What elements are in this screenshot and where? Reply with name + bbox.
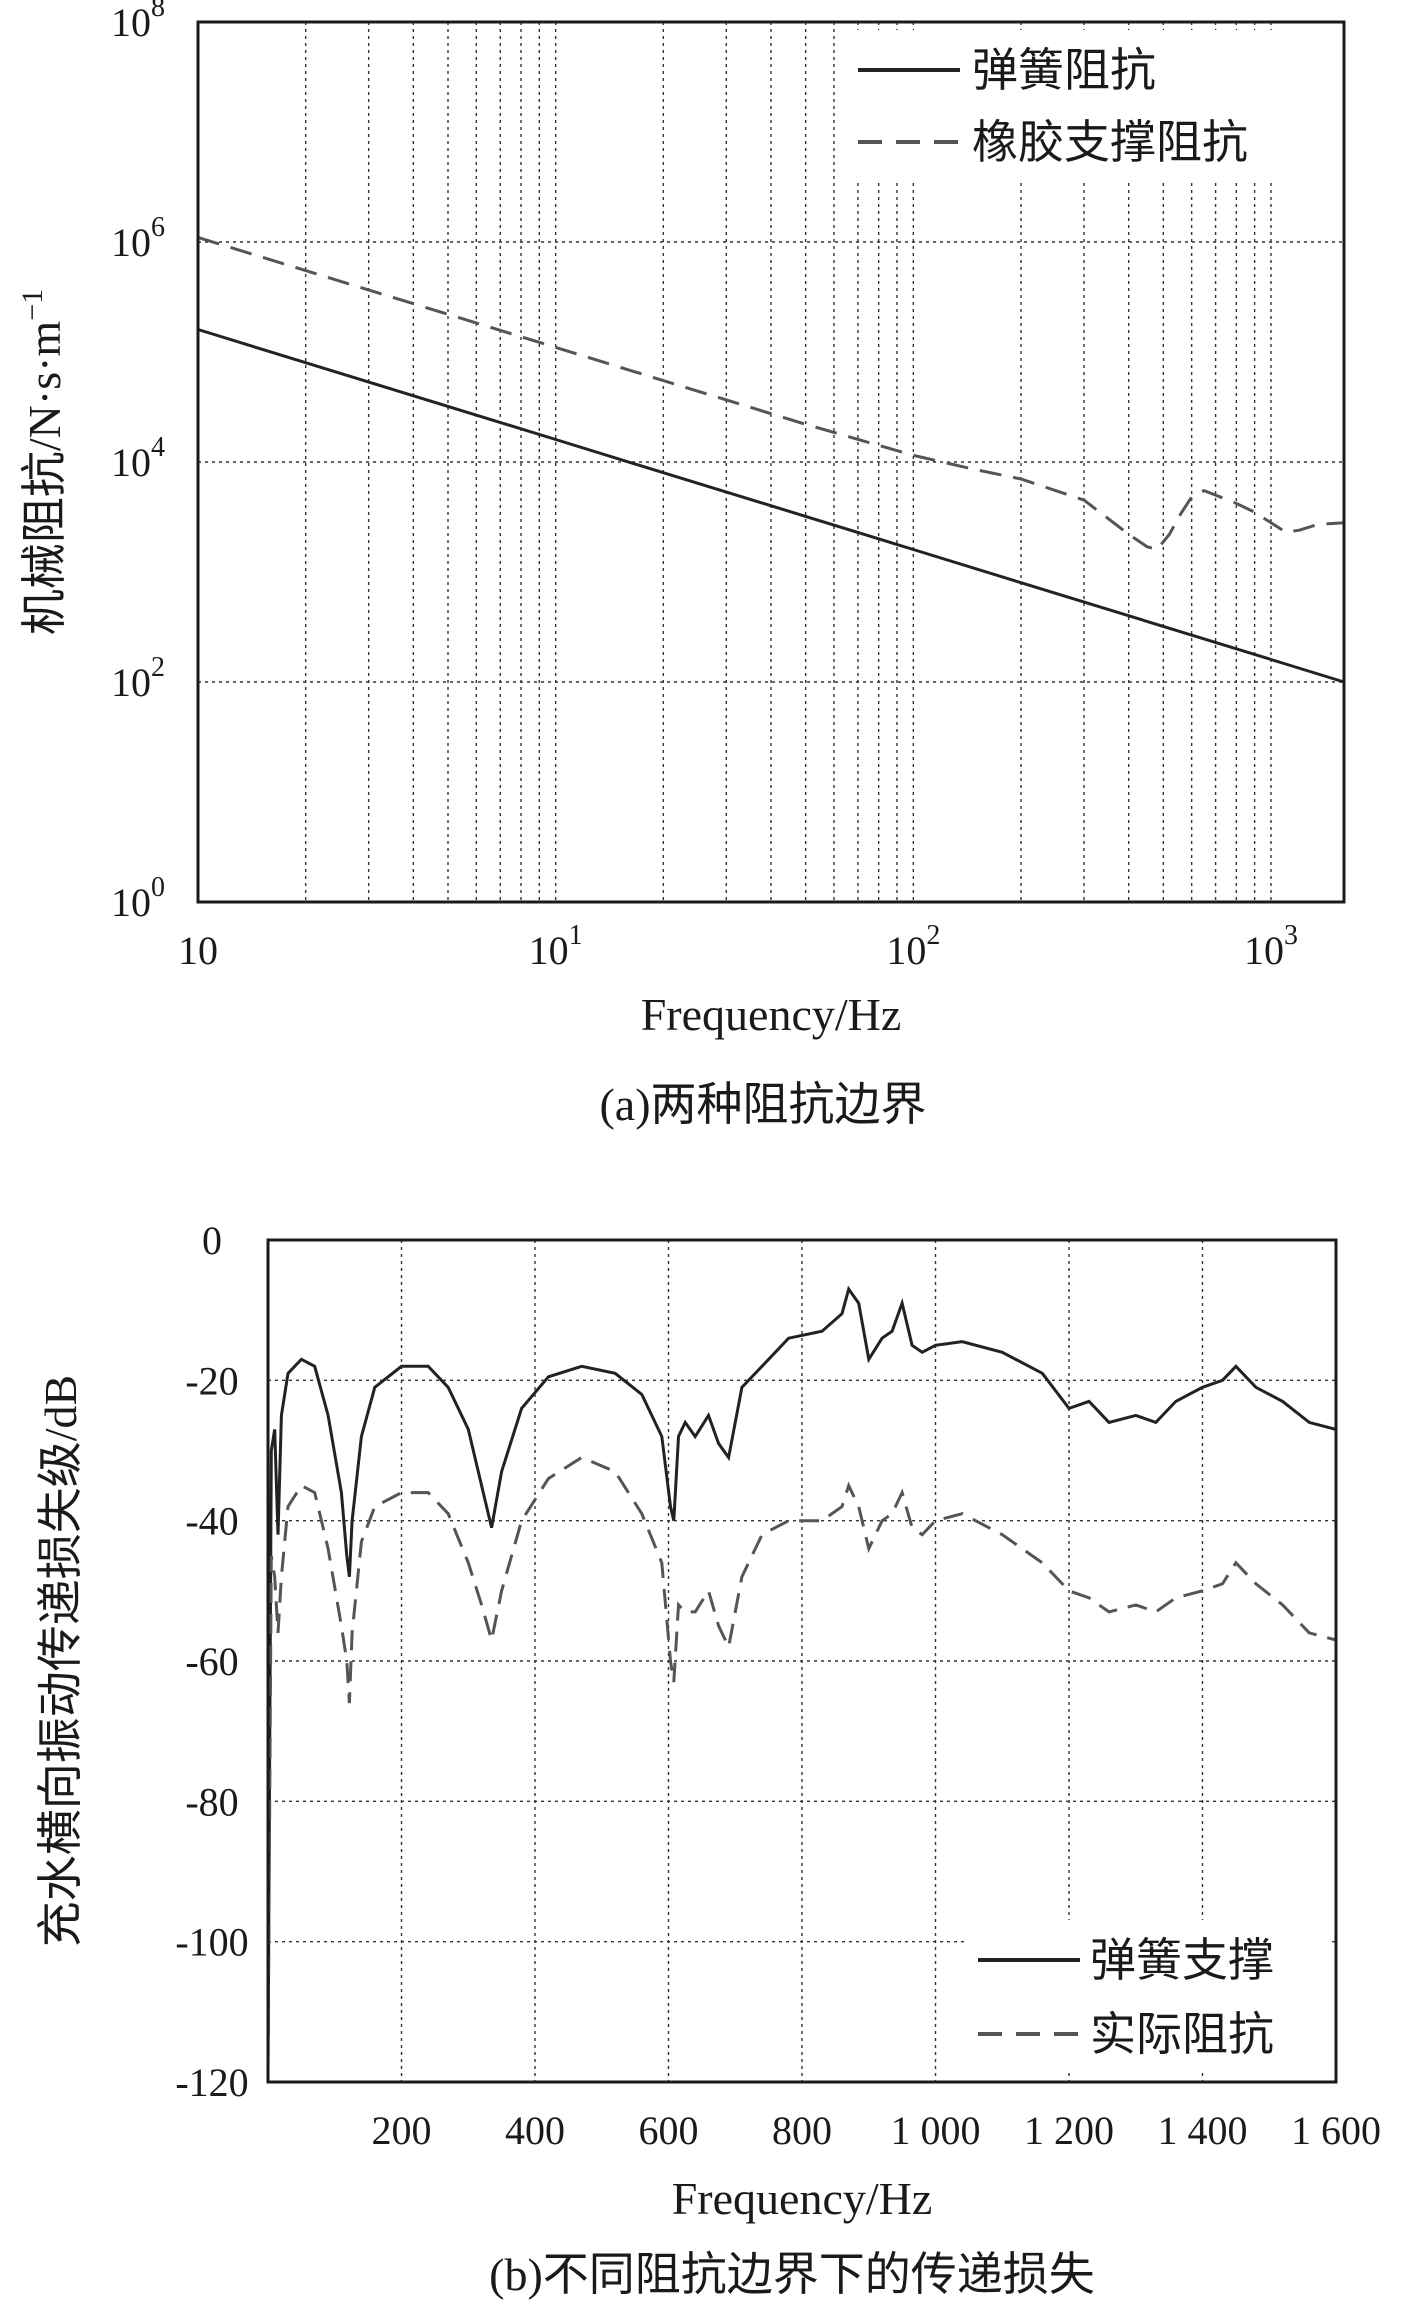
chart-a-legend-background — [848, 30, 1336, 180]
x-tick-label: 600 — [639, 2108, 699, 2153]
chart-a-legend: 弹簧阻抗 橡胶支撑阻抗 — [848, 30, 1336, 180]
y-tick-label: -80 — [185, 1779, 238, 1824]
x-tick-label: 400 — [505, 2108, 565, 2153]
y-tick-label: -100 — [175, 1920, 248, 1965]
chart-a-caption: (a)两种阻抗边界 — [599, 1079, 926, 1130]
chart-a-plot-frame — [196, 20, 1346, 904]
chart-a-tick-labels: 10 101 102 103 100 102 104 106 108 — [111, 0, 1298, 973]
chart-b-y-axis-label: 充水横向振动传递损失级/dB — [35, 1375, 86, 1947]
x-tick-label: 1 000 — [891, 2108, 981, 2153]
chart-b-caption: (b)不同阻抗边界下的传递损失 — [489, 2249, 1095, 2300]
y-tick-label: -120 — [175, 2060, 248, 2105]
legend-label-spring-support: 弹簧支撑 — [1090, 1935, 1274, 1986]
y-tick-label: -20 — [185, 1358, 238, 1403]
series-line-rubber-support-impedance — [197, 235, 1345, 552]
chart-b-series — [268, 1285, 1336, 2069]
series-line-actual-impedance — [268, 1455, 1336, 2069]
legend-label-actual-impedance: 实际阻抗 — [1090, 2009, 1274, 2060]
x-tick-label: 103 — [1244, 920, 1298, 973]
chart-a-series — [197, 235, 1345, 684]
x-tick-label: 102 — [886, 920, 940, 973]
x-tick-label: 1 600 — [1291, 2108, 1381, 2153]
series-line-spring-impedance — [197, 328, 1345, 684]
chart-a-y-axis-label-superscript: −1 — [16, 289, 49, 321]
x-tick-label: 1 400 — [1158, 2108, 1248, 2153]
y-tick-label: 106 — [111, 212, 165, 265]
chart-a-x-axis-label: Frequency/Hz — [641, 989, 902, 1040]
x-tick-label: 10 — [178, 928, 218, 973]
chart-b-transmission-loss: 200 400 600 800 1 000 1 200 1 400 1 600 0 -20 -40 -… — [35, 1218, 1381, 2300]
legend-label-rubber-support-impedance: 橡胶支撑阻抗 — [972, 117, 1248, 168]
y-tick-label: -40 — [185, 1499, 238, 1544]
chart-b-legend: 弹簧支撑 实际阻抗 — [968, 1920, 1328, 2070]
y-tick-label: 100 — [111, 872, 165, 925]
x-tick-label: 200 — [372, 2108, 432, 2153]
legend-label-spring-impedance: 弹簧阻抗 — [972, 45, 1156, 96]
chart-b-legend-background — [968, 1920, 1328, 2070]
chart-b-tick-labels: 200 400 600 800 1 000 1 200 1 400 1 600 0 -20 -40 -… — [175, 1218, 1381, 2153]
y-tick-label: 0 — [202, 1218, 222, 1263]
x-tick-label: 101 — [529, 920, 583, 973]
chart-a-y-axis-label-text: 机械阻抗/N·s·m — [19, 321, 70, 636]
y-tick-label: -60 — [185, 1639, 238, 1684]
x-tick-label: 800 — [772, 2108, 832, 2153]
chart-b-x-axis-label: Frequency/Hz — [672, 2173, 933, 2224]
y-tick-label: 104 — [111, 432, 165, 485]
chart-b-plot-frame — [266, 1238, 1338, 2084]
x-tick-label: 1 200 — [1024, 2108, 1114, 2153]
y-tick-label: 108 — [111, 0, 165, 45]
chart-a-gridlines — [198, 22, 1344, 902]
chart-a-y-axis-label: 机械阻抗/N·s·m−1 — [16, 289, 70, 635]
chart-a-impedance-boundaries: 10 101 102 103 100 102 104 106 108 弹簧阻抗 橡胶支撑阻抗 F… — [16, 0, 1346, 1130]
series-line-spring-support — [268, 1285, 1336, 2069]
y-tick-label: 102 — [111, 652, 165, 705]
